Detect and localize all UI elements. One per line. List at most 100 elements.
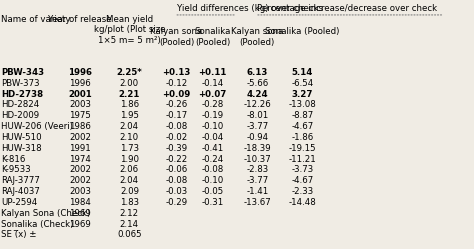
Text: Percentage increase/decrease over check: Percentage increase/decrease over check (257, 4, 438, 13)
Text: 2.12: 2.12 (120, 209, 139, 218)
Text: Kalyan sona
(Pooled): Kalyan sona (Pooled) (150, 27, 203, 47)
Text: HD-2824: HD-2824 (1, 100, 40, 109)
Text: 2.21: 2.21 (118, 90, 140, 99)
Text: -10.37: -10.37 (244, 155, 271, 164)
Text: -3.77: -3.77 (246, 176, 268, 185)
Text: Kalyan Sona (Check): Kalyan Sona (Check) (1, 209, 91, 218)
Text: 2.10: 2.10 (120, 133, 139, 142)
Text: 2.14: 2.14 (120, 220, 139, 229)
Text: HD-2009: HD-2009 (1, 111, 39, 120)
Text: 1974: 1974 (69, 155, 91, 164)
Text: K-816: K-816 (1, 155, 26, 164)
Text: Year of release: Year of release (48, 15, 112, 24)
Text: -4.67: -4.67 (291, 176, 313, 185)
Text: 2003: 2003 (69, 100, 91, 109)
Text: -0.94: -0.94 (246, 133, 268, 142)
Text: Sonalika
(Pooled): Sonalika (Pooled) (194, 27, 231, 47)
Text: -0.29: -0.29 (165, 198, 188, 207)
Text: 1984: 1984 (69, 198, 91, 207)
Text: Sonalika (Check): Sonalika (Check) (1, 220, 74, 229)
Text: -0.14: -0.14 (201, 79, 224, 88)
Text: 1.83: 1.83 (120, 198, 139, 207)
Text: +0.09: +0.09 (163, 90, 191, 99)
Text: -0.08: -0.08 (165, 176, 188, 185)
Text: +0.11: +0.11 (198, 68, 227, 77)
Text: 2.00: 2.00 (120, 79, 139, 88)
Text: +0.07: +0.07 (198, 90, 227, 99)
Text: -0.26: -0.26 (165, 100, 188, 109)
Text: HUW-206 (Veeri): HUW-206 (Veeri) (1, 122, 73, 131)
Text: -3.73: -3.73 (291, 165, 313, 174)
Text: -0.31: -0.31 (201, 198, 224, 207)
Text: Name of variety: Name of variety (1, 15, 71, 24)
Text: 2002: 2002 (69, 133, 91, 142)
Text: 1975: 1975 (69, 111, 91, 120)
Text: -12.26: -12.26 (244, 100, 271, 109)
Text: 1986: 1986 (69, 122, 91, 131)
Text: 1996: 1996 (69, 79, 91, 88)
Text: 1.73: 1.73 (120, 144, 139, 153)
Text: 2001: 2001 (68, 90, 92, 99)
Text: UP-2594: UP-2594 (1, 198, 37, 207)
Text: -0.08: -0.08 (201, 165, 224, 174)
Text: 1.86: 1.86 (120, 100, 139, 109)
Text: -2.83: -2.83 (246, 165, 268, 174)
Text: -18.39: -18.39 (244, 144, 271, 153)
Text: -0.24: -0.24 (201, 155, 224, 164)
Text: HUW-510: HUW-510 (1, 133, 42, 142)
Text: 1969: 1969 (69, 209, 91, 218)
Text: -8.87: -8.87 (291, 111, 313, 120)
Text: -0.08: -0.08 (165, 122, 188, 131)
Text: 5.14: 5.14 (292, 68, 313, 77)
Text: 3.27: 3.27 (292, 90, 313, 99)
Text: HD-2738: HD-2738 (1, 90, 44, 99)
Text: -3.77: -3.77 (246, 122, 268, 131)
Text: HUW-318: HUW-318 (1, 144, 42, 153)
Text: 2.25*: 2.25* (117, 68, 142, 77)
Text: 2.04: 2.04 (120, 176, 139, 185)
Text: -0.06: -0.06 (165, 165, 188, 174)
Text: K-9533: K-9533 (1, 165, 31, 174)
Text: 1991: 1991 (69, 144, 91, 153)
Text: Kalyan sona
(Pooled): Kalyan sona (Pooled) (231, 27, 283, 47)
Text: Mean yield
kg/plot (Plot size
1×5 m= 5 m²): Mean yield kg/plot (Plot size 1×5 m= 5 m… (93, 15, 165, 45)
Text: -1.86: -1.86 (291, 133, 313, 142)
Text: -0.12: -0.12 (165, 79, 188, 88)
Text: Sonalika (Pooled): Sonalika (Pooled) (265, 27, 339, 36)
Text: 6.13: 6.13 (246, 68, 268, 77)
Text: -2.33: -2.33 (291, 187, 313, 196)
Text: 4.24: 4.24 (246, 90, 268, 99)
Text: -1.41: -1.41 (246, 187, 268, 196)
Text: -4.67: -4.67 (291, 122, 313, 131)
Text: -6.54: -6.54 (291, 79, 313, 88)
Text: 2002: 2002 (69, 165, 91, 174)
Text: +0.13: +0.13 (162, 68, 191, 77)
Text: PBW-343: PBW-343 (1, 68, 45, 77)
Text: -0.19: -0.19 (201, 111, 224, 120)
Text: -0.02: -0.02 (165, 133, 188, 142)
Text: RAJ-4037: RAJ-4037 (1, 187, 40, 196)
Text: -0.22: -0.22 (165, 155, 188, 164)
Text: 1996: 1996 (68, 68, 92, 77)
Text: 1.95: 1.95 (120, 111, 139, 120)
Text: -0.05: -0.05 (201, 187, 224, 196)
Text: -0.28: -0.28 (201, 100, 224, 109)
Text: -13.67: -13.67 (244, 198, 271, 207)
Text: 2.06: 2.06 (120, 165, 139, 174)
Text: 1.90: 1.90 (120, 155, 139, 164)
Text: 2.09: 2.09 (120, 187, 139, 196)
Text: Yield differences (kg) over checks: Yield differences (kg) over checks (176, 4, 323, 13)
Text: 2003: 2003 (69, 187, 91, 196)
Text: -11.21: -11.21 (288, 155, 316, 164)
Text: 2002: 2002 (69, 176, 91, 185)
Text: SE (̅x) ±: SE (̅x) ± (1, 230, 37, 239)
Text: -0.39: -0.39 (165, 144, 188, 153)
Text: -5.66: -5.66 (246, 79, 268, 88)
Text: -0.41: -0.41 (201, 144, 224, 153)
Text: -0.03: -0.03 (165, 187, 188, 196)
Text: -8.01: -8.01 (246, 111, 268, 120)
Text: -14.48: -14.48 (288, 198, 316, 207)
Text: -0.10: -0.10 (201, 122, 224, 131)
Text: PBW-373: PBW-373 (1, 79, 40, 88)
Text: -0.17: -0.17 (165, 111, 188, 120)
